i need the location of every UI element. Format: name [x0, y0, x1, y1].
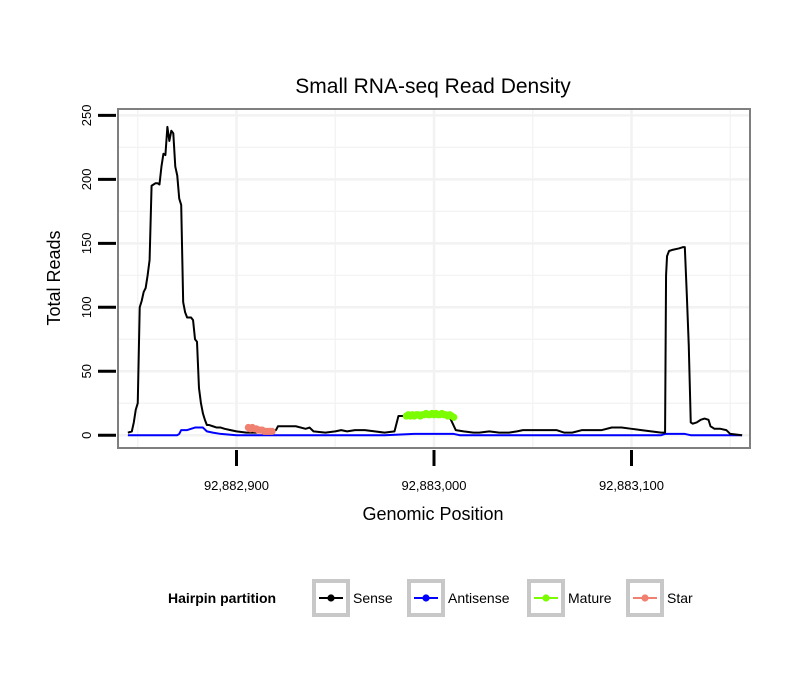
data-point-mature [450, 413, 458, 421]
series-antisense [127, 426, 743, 437]
x-tick-label: 92,882,900 [204, 478, 269, 493]
series-mature [402, 409, 458, 421]
y-tick-label: 0 [79, 432, 94, 439]
legend-item-antisense: Antisense [407, 579, 510, 617]
x-tick-label: 92,883,100 [599, 478, 664, 493]
legend-key-point [542, 594, 550, 602]
axes: 0 50 100 150 200 250 92,882,900 92,883,000 92,88… [79, 105, 664, 493]
legend-label: Sense [353, 590, 393, 606]
chart-title: Small RNA-seq Read Density [295, 75, 571, 98]
series-line-antisense [127, 426, 743, 437]
series-star [244, 423, 276, 435]
series-sense [127, 125, 743, 437]
legend-item-mature: Mature [527, 579, 612, 617]
y-tick-label: 100 [79, 296, 94, 318]
x-axis-label: Genomic Position [362, 504, 503, 524]
y-tick-label: 200 [79, 169, 94, 191]
legend-title: Hairpin partition [168, 590, 276, 606]
y-axis-label: Total Reads [44, 230, 64, 325]
legend-item-star: Star [626, 579, 693, 617]
legend-label: Star [667, 590, 693, 606]
legend-key-point [641, 594, 649, 602]
legend-key-point [327, 594, 335, 602]
legend-key-point [422, 594, 430, 602]
legend-item-sense: Sense [312, 579, 393, 617]
legend-label: Antisense [448, 590, 510, 606]
series-layer [127, 125, 743, 437]
x-tick-label: 92,883,000 [401, 478, 466, 493]
series-line-sense [127, 125, 743, 437]
y-tick-label: 250 [79, 105, 94, 127]
legend: Hairpin partition Sense Antisense Mature St… [168, 579, 693, 617]
data-point-star [268, 427, 276, 435]
y-tick-label: 50 [79, 364, 94, 378]
legend-label: Mature [568, 590, 612, 606]
y-tick-label: 150 [79, 232, 94, 254]
